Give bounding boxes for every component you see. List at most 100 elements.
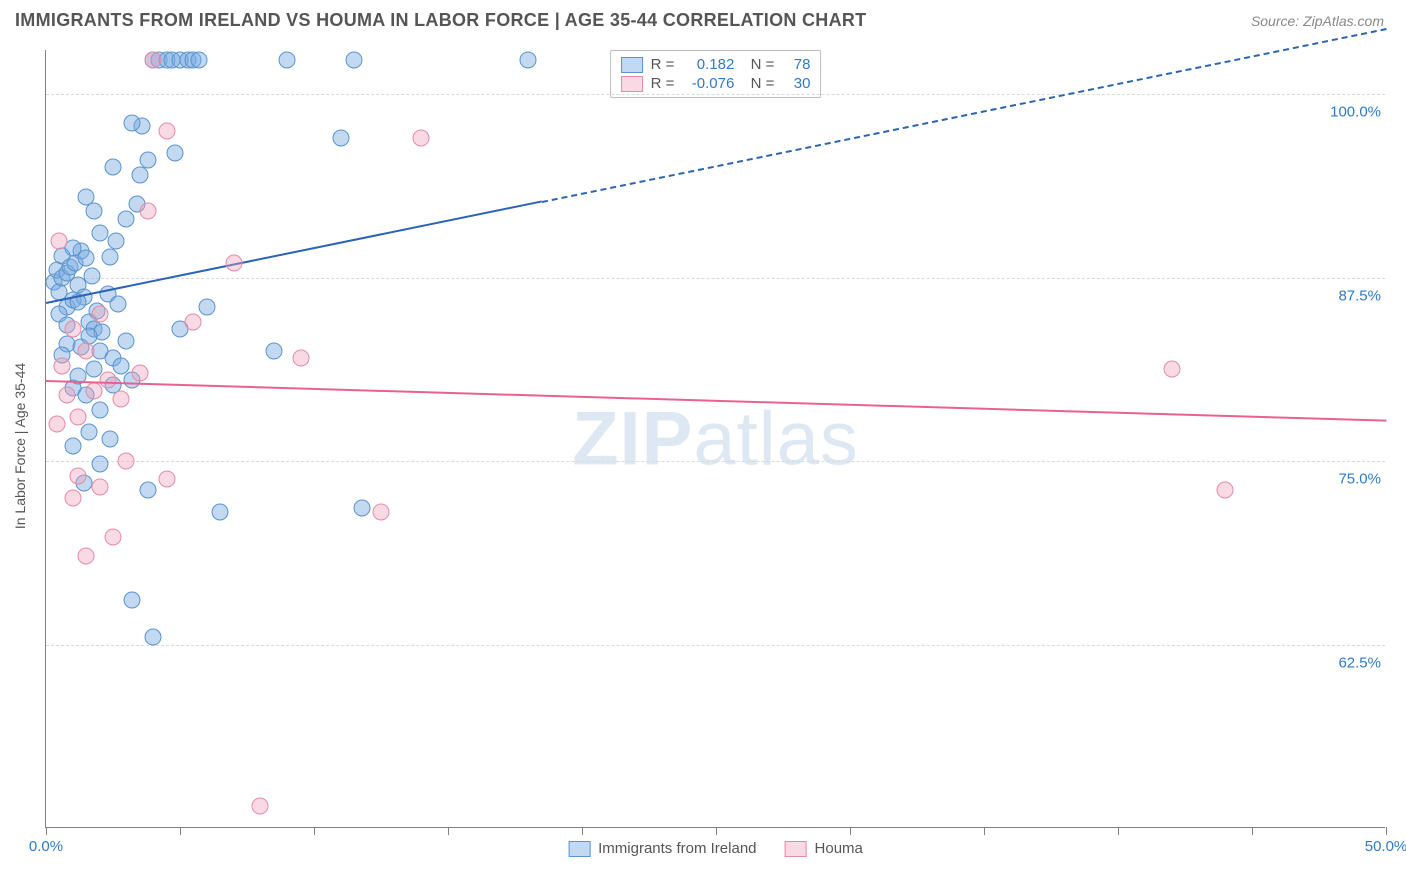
legend-r-label: R = (651, 56, 675, 73)
data-point (139, 152, 156, 169)
data-point (59, 386, 76, 403)
data-point (78, 188, 95, 205)
data-point (91, 306, 108, 323)
trend-line (46, 380, 1386, 422)
data-point (1217, 482, 1234, 499)
data-point (107, 232, 124, 249)
data-point (123, 592, 140, 609)
data-point (70, 408, 87, 425)
data-point (105, 529, 122, 546)
data-point (64, 320, 81, 337)
x-tick (46, 827, 47, 835)
y-tick-label: 87.5% (1332, 285, 1387, 306)
data-point (99, 372, 116, 389)
legend-n-value: 30 (782, 75, 810, 92)
data-point (113, 357, 130, 374)
legend-n-label: N = (742, 75, 774, 92)
x-tick (180, 827, 181, 835)
chart-title: IMMIGRANTS FROM IRELAND VS HOUMA IN LABO… (15, 10, 866, 31)
data-point (91, 455, 108, 472)
data-point (520, 52, 537, 69)
gridline (46, 461, 1385, 462)
data-point (292, 350, 309, 367)
data-point (102, 431, 119, 448)
data-point (131, 166, 148, 183)
data-point (118, 210, 135, 227)
data-point (212, 504, 229, 521)
legend-r-value: 0.182 (682, 56, 734, 73)
gridline (46, 278, 1385, 279)
data-point (185, 313, 202, 330)
data-point (105, 159, 122, 176)
legend-r-value: -0.076 (682, 75, 734, 92)
source-label: Source: ZipAtlas.com (1251, 13, 1384, 29)
data-point (354, 499, 371, 516)
data-point (332, 130, 349, 147)
data-point (346, 52, 363, 69)
scatter-chart: ZIPatlas R =0.182 N =78R =-0.076 N =30 I… (45, 50, 1385, 828)
data-point (102, 248, 119, 265)
data-point (145, 629, 162, 646)
data-point (166, 144, 183, 161)
legend-row: R = 0.182 N = 78 (621, 55, 811, 74)
x-tick (984, 827, 985, 835)
gridline (46, 645, 1385, 646)
y-tick-label: 75.0% (1332, 469, 1387, 490)
data-point (78, 342, 95, 359)
data-point (265, 342, 282, 359)
x-tick (716, 827, 717, 835)
series-legend-item: Houma (785, 840, 863, 857)
data-point (158, 470, 175, 487)
data-point (413, 130, 430, 147)
data-point (83, 268, 100, 285)
data-point (198, 298, 215, 315)
legend-n-value: 78 (782, 56, 810, 73)
data-point (131, 364, 148, 381)
data-point (64, 438, 81, 455)
y-tick-label: 100.0% (1324, 102, 1387, 123)
data-point (51, 232, 68, 249)
data-point (1163, 360, 1180, 377)
data-point (139, 482, 156, 499)
x-tick (1118, 827, 1119, 835)
data-point (91, 479, 108, 496)
data-point (279, 52, 296, 69)
x-tick (582, 827, 583, 835)
correlation-legend: R = 0.182 N = 78 R = -0.076 N = 30 (610, 50, 822, 98)
legend-swatch (785, 841, 807, 857)
x-tick (448, 827, 449, 835)
gridline (46, 94, 1385, 95)
data-point (252, 797, 269, 814)
x-tick (1386, 827, 1387, 835)
legend-r-label: R = (651, 75, 675, 92)
series-name: Houma (815, 840, 863, 857)
legend-swatch (621, 76, 643, 92)
data-point (123, 115, 140, 132)
data-point (373, 504, 390, 521)
legend-swatch (621, 57, 643, 73)
y-axis-label: In Labor Force | Age 35-44 (12, 363, 28, 529)
series-legend: Immigrants from Ireland Houma (568, 840, 863, 857)
legend-swatch (568, 841, 590, 857)
data-point (78, 548, 95, 565)
data-point (91, 401, 108, 418)
series-legend-item: Immigrants from Ireland (568, 840, 756, 857)
data-point (145, 52, 162, 69)
data-point (118, 453, 135, 470)
data-point (110, 295, 127, 312)
series-name: Immigrants from Ireland (598, 840, 756, 857)
data-point (139, 203, 156, 220)
data-point (54, 357, 71, 374)
data-point (190, 52, 207, 69)
x-tick (1252, 827, 1253, 835)
data-point (80, 423, 97, 440)
data-point (48, 416, 65, 433)
legend-n-label: N = (742, 56, 774, 73)
data-point (158, 122, 175, 139)
data-point (225, 254, 242, 271)
data-point (113, 391, 130, 408)
data-point (86, 203, 103, 220)
data-point (78, 250, 95, 267)
data-point (91, 225, 108, 242)
data-point (64, 489, 81, 506)
